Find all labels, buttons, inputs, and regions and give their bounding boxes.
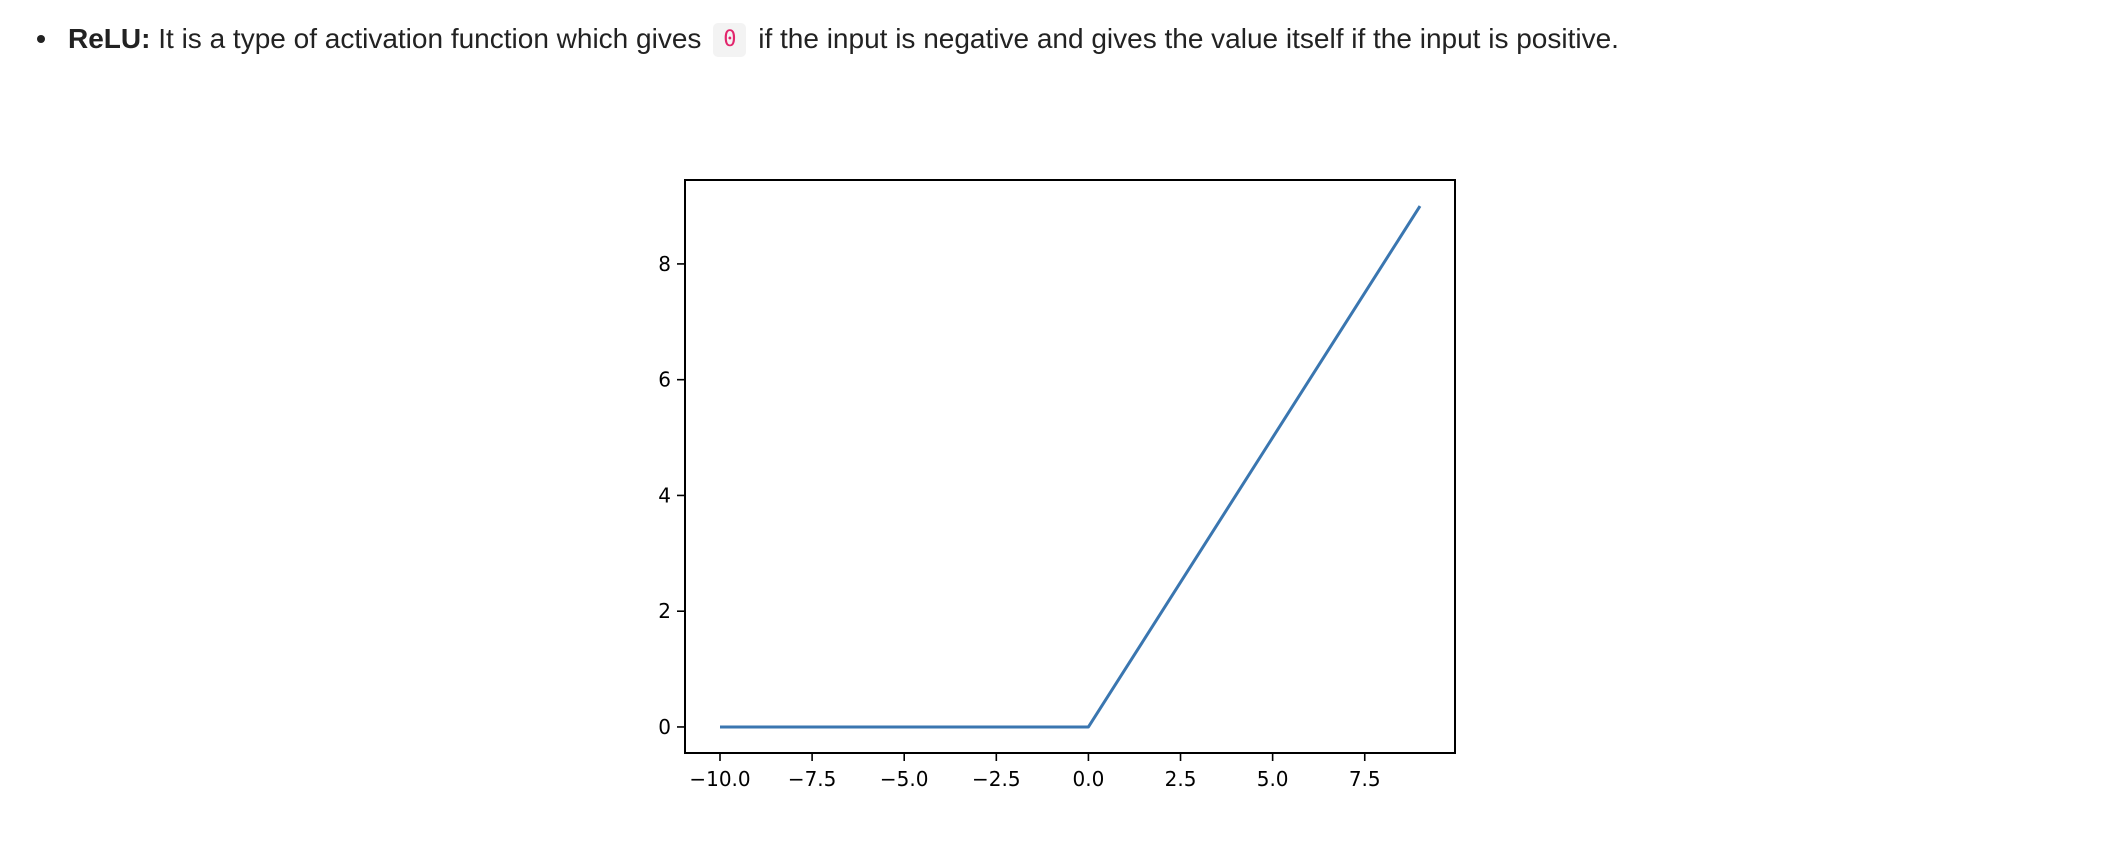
x-tick-label: −10.0 [689, 767, 750, 791]
series-line-0 [720, 205, 1422, 729]
relu-chart: −10.0 −7.5 −5.0 −2.5 0.0 2.5 5.0 7.5 0 2 4 6 8 [658, 179, 1456, 791]
x-tick-label: −5.0 [880, 767, 929, 791]
description-text-end: if the input is negative and gives the v… [750, 23, 1619, 54]
x-tick-label: 2.5 [1165, 767, 1197, 791]
y-tick-label: 8 [658, 252, 671, 276]
bullet-list: ReLU: It is a type of activation functio… [0, 18, 1619, 60]
x-tick-label: −2.5 [972, 767, 1021, 791]
axes-frame [684, 179, 1456, 754]
x-tick-label: 5.0 [1257, 767, 1289, 791]
x-tick-label: 7.5 [1349, 767, 1381, 791]
plot-area: −10.0 −7.5 −5.0 −2.5 0.0 2.5 5.0 7.5 0 2 4 6 8 [658, 179, 1456, 791]
y-tick-label: 2 [658, 599, 671, 623]
inline-code: 0 [713, 23, 747, 57]
x-tick-label: −7.5 [788, 767, 837, 791]
description-text-start: It is a type of activation function whic… [150, 23, 710, 54]
y-tick-label: 6 [658, 368, 671, 392]
y-tick-label: 4 [658, 483, 671, 507]
x-tick-label: 0.0 [1073, 767, 1105, 791]
term-label: ReLU: [68, 23, 151, 54]
bullet-icon [37, 35, 45, 43]
relu-list-item: ReLU: It is a type of activation functio… [37, 18, 1619, 60]
y-tick-label: 0 [658, 715, 671, 739]
